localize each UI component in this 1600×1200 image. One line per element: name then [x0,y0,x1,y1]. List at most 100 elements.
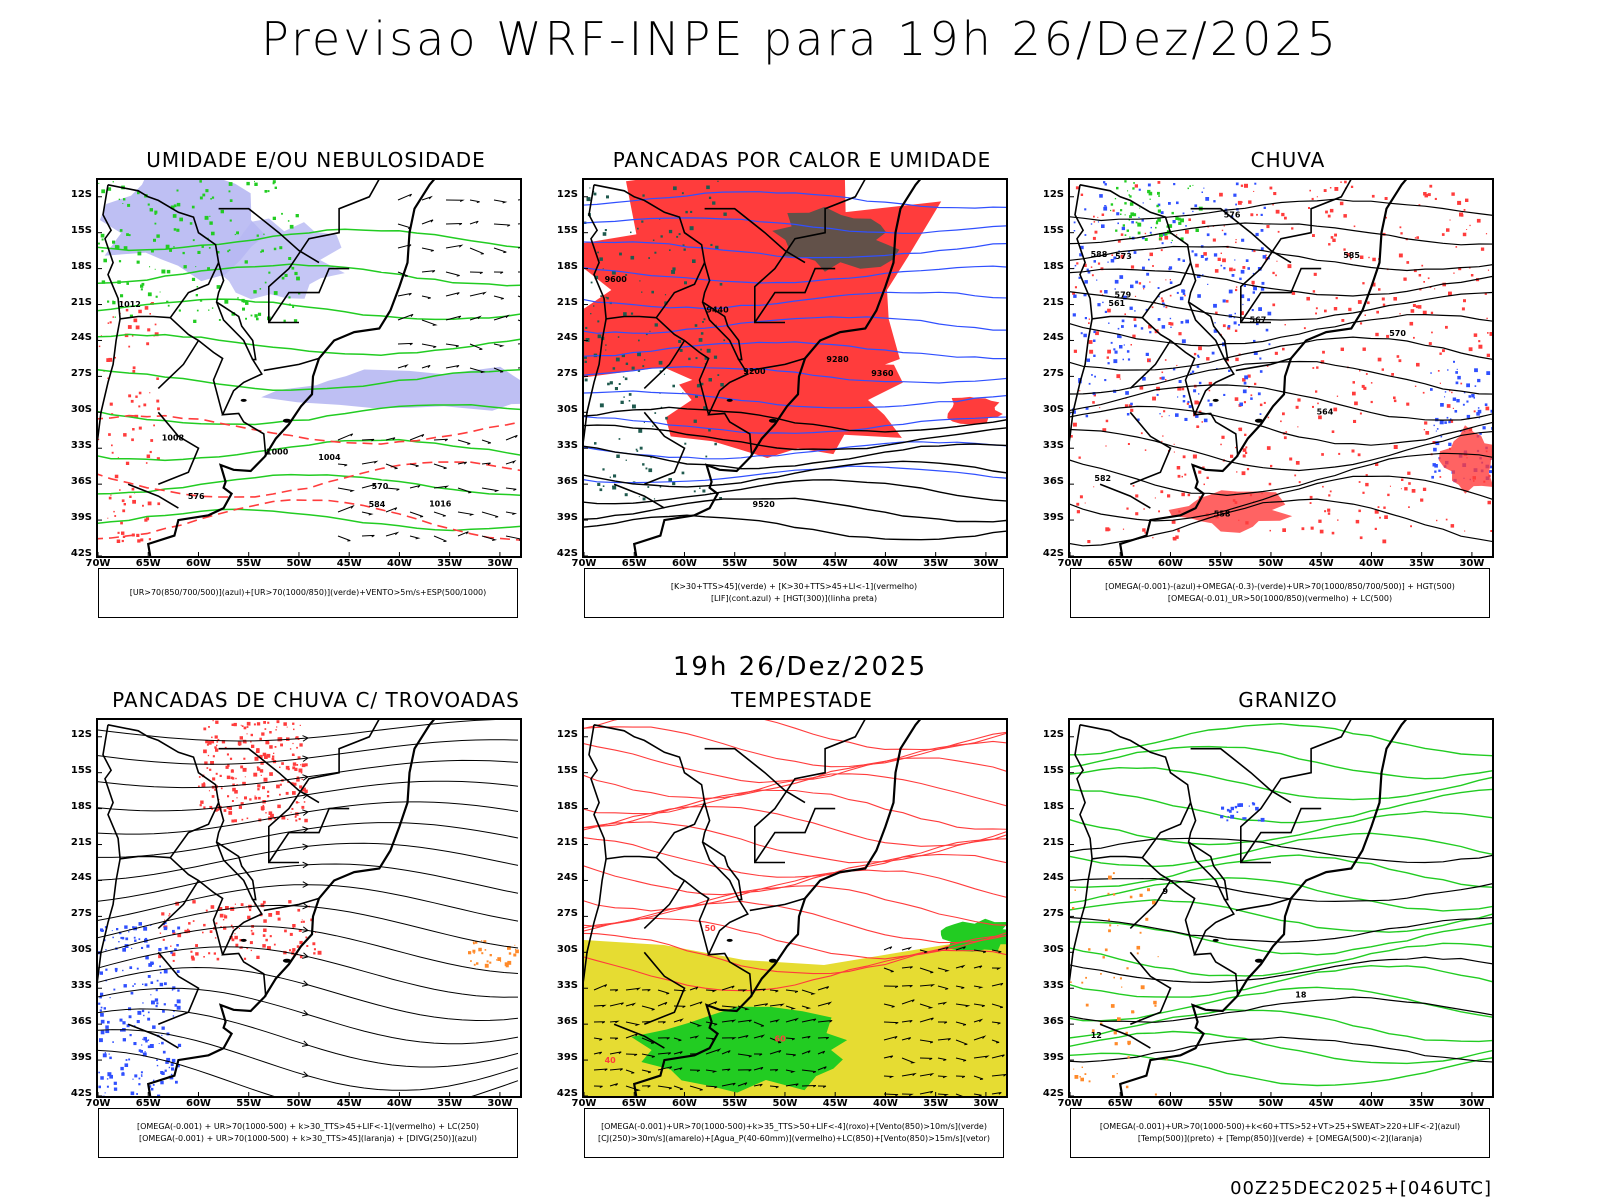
convection-speckle [231,800,234,802]
rain-speckle [1262,255,1267,259]
wind-vector [421,247,434,252]
lon-tick-label: 40W [872,558,898,569]
red-speckle [110,494,112,496]
rain-speckle [1490,530,1492,532]
rain-speckle [1404,487,1408,491]
rain-speckle [1487,332,1489,334]
rain-speckle [1333,407,1338,412]
lon-tick-label: 50W [1258,558,1284,569]
rain-speckle [1441,233,1445,236]
border-line [1141,857,1196,955]
moist-speckle [651,290,654,294]
rain-speckle [1473,333,1478,337]
convection-speckle [310,918,313,922]
orange-speckle [1129,895,1133,899]
rain-speckle [1259,403,1263,407]
humid-speckle [141,282,145,286]
hail-speckle [1257,819,1260,822]
convection-speckle [259,737,262,741]
wind-vector [625,1021,641,1026]
rain-speckle [1268,343,1271,346]
wind-vector [991,1054,1005,1059]
rain-speckle [1453,360,1455,363]
humid-speckle [195,294,198,297]
contour-line [584,365,1006,384]
rain-speckle [1240,294,1245,299]
rain-speckle [1376,310,1379,314]
border-line [643,880,686,929]
border-line [749,897,806,912]
rain-speckle [1104,379,1107,382]
divergence-speckle [147,1039,150,1041]
wind-vector [689,1069,701,1073]
rain-speckle [1234,312,1236,315]
rain-speckle [1197,294,1201,298]
divergence-speckle [150,924,152,926]
divergence-speckle [166,1057,171,1062]
wind-vector [937,967,950,972]
moist-speckle [635,448,638,451]
rain-speckle [1197,354,1200,357]
divergence-speckle [163,969,168,974]
lat-tick-label: 30S [1042,944,1064,956]
rain-speckle [1107,349,1111,354]
lat-tick-label: 24S [70,332,92,344]
rain-speckle [1362,282,1365,285]
contour-line [98,228,520,252]
rain-speckle [1215,311,1218,315]
reservoir [1212,398,1219,402]
orange-speckle [1112,1075,1115,1078]
map-humidity: 1012 1008 1004 1000 1016 570 576 584 [96,178,522,558]
rain-speckle [1444,391,1447,393]
moist-speckle [642,497,646,501]
convection-speckle [256,749,260,753]
rain-speckle [1222,258,1226,263]
humid-speckle [101,250,104,253]
convection-speckle [258,796,261,800]
wind-vector [397,364,409,369]
wind-vector [705,1001,718,1007]
convection-speckle [244,741,247,744]
moist-speckle [621,353,625,358]
lon-tick-label: 55W [722,558,748,569]
border-line [588,184,706,320]
rain-speckle [1196,365,1200,368]
moist-speckle [700,382,704,386]
streamline-arrow [302,809,309,816]
humid-speckle [98,242,100,245]
convection-speckle [265,812,267,814]
convection-speckle [222,919,225,921]
moist-speckle [654,251,657,254]
contour-label: 584 [369,500,386,509]
rain-speckle [1254,182,1257,185]
rain-speckle [1457,200,1462,205]
rain-speckle [1149,281,1151,283]
red-speckle [112,316,114,318]
contour-line [1070,916,1492,943]
page-title: Previsao WRF-INPE para 19h 26/Dez/2025 [261,12,1339,66]
convection-speckle [262,752,267,757]
rain-speckle [1168,202,1171,205]
red-speckle [132,366,136,370]
rain-speckle [1240,184,1244,187]
divergence-speckle [108,1053,110,1055]
convection-speckle [159,932,162,934]
rain-speckle [1327,214,1331,218]
convection-speckle [231,777,235,780]
wind-vector [801,1005,812,1010]
contour-line [98,333,520,356]
rain-speckle [1184,417,1188,421]
rain-speckle [1386,334,1390,338]
rain-speckle [1176,234,1178,236]
humid-speckle [128,234,131,237]
convection-speckle [251,744,255,748]
rain-speckle [1242,389,1247,394]
humid-speckle [205,189,209,193]
wind-vector [769,1050,782,1055]
orange-speckle [473,963,476,966]
red-speckle [107,377,109,379]
divergence-speckle [125,1059,128,1061]
humid-speckle [279,246,283,250]
rain-speckle [1161,242,1164,245]
convection-speckle [219,913,224,918]
